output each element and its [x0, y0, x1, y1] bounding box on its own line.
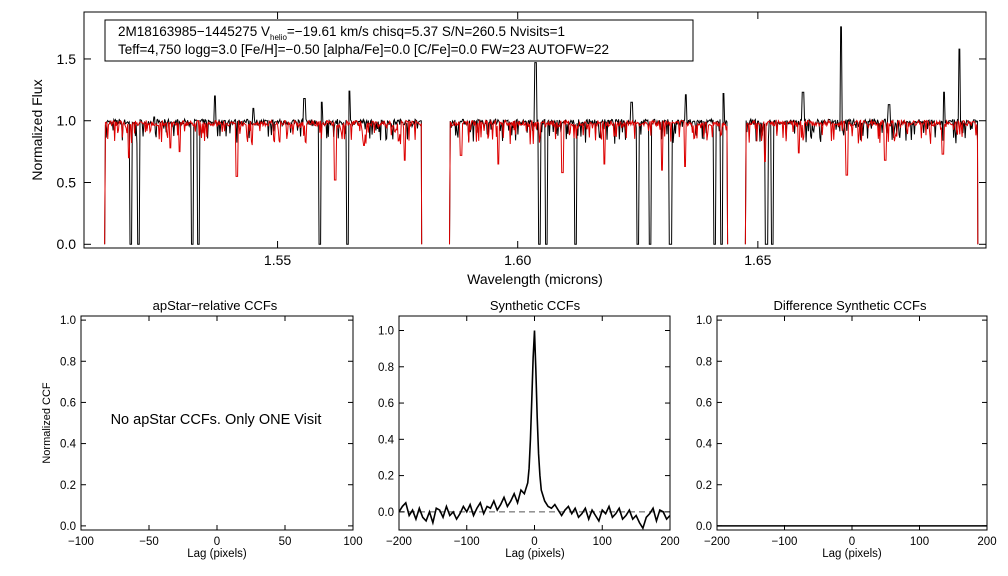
spectrum-panel: 1.55 1.60 1.65 0.0 0.5 1.0 1.5 Wavelength (mic…: [29, 11, 987, 287]
y-tick-label: 0.4: [60, 439, 77, 451]
x-tick-label: −100: [68, 536, 94, 548]
y-tick-label: 1.0: [60, 315, 76, 327]
spectrum-x-axis-label: Wavelength (microns): [467, 271, 603, 287]
x-tick-label: −100: [454, 536, 480, 548]
apstar-ccf-message: No apStar CCFs. Only ONE Visit: [111, 412, 322, 428]
y-tick-label: 1.0: [378, 326, 394, 338]
apstar-ccf-axis-ticks: −100 −50 0 50 100 0.0 0.2 0.4 0.6 0.8 1.0: [60, 315, 363, 548]
spectrum-axis-ticks: 1.55 1.60 1.65 0.0 0.5 1.0 1.5: [57, 12, 986, 268]
apstar-ccf-panel: apStar−relative CCFs −100 −50 0 50 100 0.0 0.2…: [41, 298, 363, 560]
y-tick-label: 0.4: [696, 439, 713, 451]
y-tick-label: 1.5: [57, 51, 77, 67]
difference-ccf-x-axis-label: Lag (pixels): [822, 548, 882, 560]
y-tick-label: 1.0: [57, 113, 77, 129]
y-tick-label: 0.0: [60, 521, 76, 533]
difference-ccf-panel: Difference Synthetic CCFs −200 −100 0 100 20…: [696, 298, 997, 560]
info-box-line-1: 2M18163985−1445275 Vhelio=−19.61 km/s ch…: [118, 24, 565, 42]
synthetic-ccf-x-axis-label: Lag (pixels): [505, 548, 565, 560]
x-tick-label: 0: [214, 536, 220, 548]
spectrum-plot-frame: [83, 11, 987, 249]
difference-ccf-axis-ticks: −200 −100 0 100 200 0.0 0.2 0.4 0.6 0.8 1.0: [696, 315, 997, 548]
y-tick-label: 0.0: [696, 521, 712, 533]
info-star-velocity-label: 2M18163985−1445275 V: [118, 24, 270, 39]
synthetic-ccf-title: Synthetic CCFs: [490, 298, 581, 313]
x-tick-label: 200: [977, 536, 996, 548]
difference-ccf-title: Difference Synthetic CCFs: [774, 298, 927, 313]
apstar-ccf-title: apStar−relative CCFs: [153, 298, 278, 313]
y-tick-label: 0.6: [60, 397, 76, 409]
y-tick-label: 0.2: [696, 480, 712, 492]
y-tick-label: 0.8: [378, 362, 394, 374]
x-tick-label: 100: [343, 536, 362, 548]
y-tick-label: 0.0: [57, 236, 77, 252]
x-tick-label: −50: [139, 536, 159, 548]
y-tick-label: 0.4: [378, 434, 395, 446]
x-tick-label: 1.65: [744, 252, 771, 268]
y-tick-label: 0.5: [57, 174, 77, 190]
apstar-ccf-y-axis-label: Normalized CCF: [41, 382, 53, 464]
info-box: [104, 19, 694, 62]
synthetic-ccf-panel: Synthetic CCFs −200 −100 0 100 200 0.0 0.2 0.4 0…: [378, 298, 680, 560]
y-tick-label: 0.2: [378, 471, 394, 483]
x-tick-label: 200: [660, 536, 679, 548]
x-tick-label: −100: [772, 536, 798, 548]
ccf-line: [399, 330, 670, 530]
x-tick-label: 50: [279, 536, 292, 548]
synthetic-ccf-lines: [399, 330, 670, 530]
x-tick-label: 0: [849, 536, 855, 548]
synthetic-ccf-axis-ticks: −200 −100 0 100 200 0.0 0.2 0.4 0.6 0.8 1.0: [378, 316, 680, 548]
y-tick-label: 1.0: [696, 315, 712, 327]
y-tick-label: 0.2: [60, 480, 76, 492]
apstar-ccf-x-axis-label: Lag (pixels): [187, 548, 247, 560]
x-tick-label: 0: [531, 536, 537, 548]
info-helio-subscript: helio: [270, 33, 287, 42]
x-tick-label: 1.60: [504, 252, 531, 268]
x-tick-label: −200: [386, 536, 412, 548]
y-tick-label: 0.6: [378, 398, 394, 410]
x-tick-label: −200: [704, 536, 730, 548]
y-tick-label: 0.8: [696, 356, 712, 368]
x-tick-label: 100: [910, 536, 929, 548]
y-tick-label: 0.0: [378, 507, 394, 519]
x-tick-label: 100: [593, 536, 612, 548]
difference-ccf-plot-frame: [716, 315, 988, 531]
model-spectrum-line: [104, 118, 979, 245]
info-box-line-2: Teff=4,750 logg=3.0 [Fe/H]=−0.50 [alpha/…: [118, 42, 609, 57]
y-tick-label: 0.8: [60, 356, 76, 368]
spectrum-y-axis-label: Normalized Flux: [29, 79, 45, 180]
x-tick-label: 1.55: [264, 252, 291, 268]
info-stats: =−19.61 km/s chisq=5.37 S/N=260.5 Nvisit…: [287, 24, 565, 39]
spectrum-lines: [104, 26, 979, 245]
y-tick-label: 0.6: [696, 397, 712, 409]
